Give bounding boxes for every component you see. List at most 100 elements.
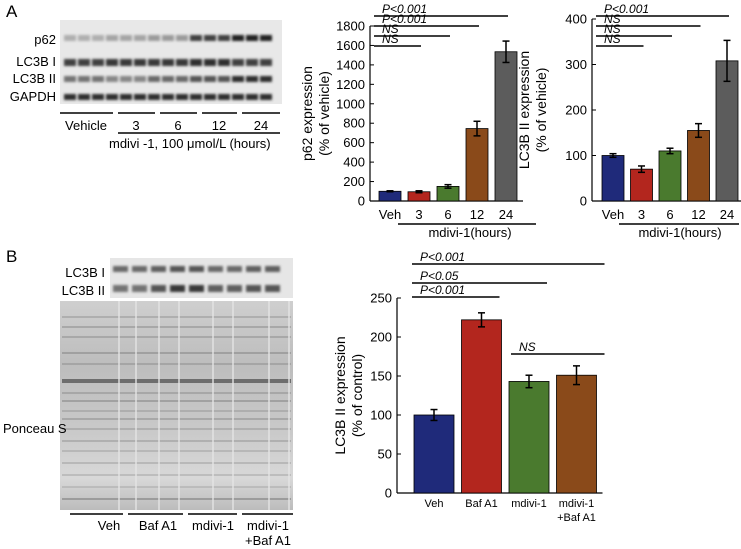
significance-label: NS: [519, 340, 536, 354]
ponceau-band: [62, 363, 291, 365]
bar: [413, 414, 455, 494]
x-tick-label: 12: [470, 207, 484, 222]
lane-label: 6: [174, 118, 181, 133]
lane-gap: [232, 301, 234, 510]
blot-band: [106, 94, 118, 100]
bar: [658, 150, 682, 202]
blot-band: [170, 285, 185, 292]
blot-band: [218, 94, 230, 100]
blot-band: [208, 285, 223, 292]
panel-b-letter: B: [6, 247, 17, 266]
ponceau-band: [62, 352, 291, 354]
blot-band: [218, 76, 230, 82]
blot-row-label: LC3B I: [65, 265, 105, 280]
blot-band: [190, 76, 202, 82]
blot-band: [162, 59, 174, 66]
y-tick-label: 1600: [336, 38, 365, 53]
blot-band: [190, 59, 202, 66]
blot-band: [106, 76, 118, 82]
blot-band: [120, 35, 132, 41]
blot-band: [232, 76, 244, 82]
bar: [687, 130, 710, 202]
blot-band: [190, 94, 202, 100]
blot-band: [120, 76, 132, 82]
blot-band: [260, 35, 272, 41]
x-tick-label: 12: [691, 207, 705, 222]
blot-band: [204, 76, 216, 82]
significance-label: P<0.001: [604, 2, 649, 16]
blot-band: [92, 59, 104, 66]
lane-gap: [158, 301, 160, 510]
blot-band: [148, 59, 160, 66]
y-tick-label: 800: [343, 116, 365, 131]
lane-label: Vehicle: [65, 118, 107, 133]
blot-band: [113, 266, 128, 272]
blot-band: [151, 266, 166, 272]
blot-band: [92, 35, 104, 41]
lane-gap: [268, 301, 270, 510]
ponceau-band: [62, 316, 291, 318]
blot-band: [260, 59, 272, 66]
blot-band: [246, 35, 258, 41]
blot-band: [260, 94, 272, 100]
ponceau-band: [62, 486, 291, 488]
blot-band: [134, 59, 146, 66]
bar: [556, 374, 597, 494]
x-axis-label: mdivi-1(hours): [638, 225, 721, 240]
blot-band: [265, 285, 280, 292]
p62-chart: 0 200 400 600 800 1000 1200 1400 1600 1800 p62 exp…: [299, 2, 536, 240]
lane-gap: [135, 301, 137, 510]
significance-label: P<0.001: [382, 2, 427, 16]
ponceau-band: [62, 450, 291, 452]
ponceau-band: [62, 428, 291, 430]
blot-band: [232, 59, 244, 66]
blot-band: [113, 285, 128, 292]
lane-gap: [118, 301, 120, 510]
blot-band: [132, 266, 147, 272]
blot-band: [176, 59, 188, 66]
bar: [630, 168, 653, 202]
y-tick-label: 200: [565, 103, 587, 118]
lane-gap: [288, 301, 290, 510]
bar: [508, 381, 550, 494]
x-tick-label: mdivi-1: [511, 498, 546, 510]
ponceau-band: [62, 498, 291, 500]
blot-band: [78, 76, 90, 82]
bar: [601, 155, 625, 202]
y-tick-label: 0: [385, 486, 392, 501]
ponceau-stain-image: [60, 301, 293, 510]
y-tick-label: 1800: [336, 19, 365, 34]
x-tick-label: +Baf A1: [557, 512, 596, 524]
x-tick-label: Baf A1: [465, 498, 497, 510]
blot-band: [204, 94, 216, 100]
lane-gap: [178, 301, 180, 510]
x-tick-label: 3: [415, 207, 422, 222]
ponceau-band: [62, 440, 291, 442]
lane-label: 3: [132, 118, 139, 133]
y-tick-label: 200: [343, 174, 365, 189]
x-tick-label: 6: [444, 207, 451, 222]
lane-label: 12: [212, 118, 226, 133]
lane-label: Baf A1: [139, 518, 177, 533]
x-tick-label: 6: [666, 207, 673, 222]
blot-band: [176, 35, 188, 41]
blot-band: [92, 76, 104, 82]
blot-band: [246, 266, 261, 272]
blot-band: [132, 285, 147, 292]
significance-label: P<0.001: [420, 250, 465, 264]
blot-band: [204, 35, 216, 41]
blot-band: [64, 59, 76, 66]
blot-band: [162, 94, 174, 100]
lane-label: Veh: [98, 518, 120, 533]
blot-band: [218, 59, 230, 66]
y-tick-label: 1400: [336, 57, 365, 72]
blot-band: [170, 266, 185, 272]
ponceau-band: [62, 379, 291, 383]
blot-band: [78, 35, 90, 41]
y-axis-label: (% of vehicle): [316, 71, 332, 156]
y-axis-label: LC3B II expression: [332, 336, 348, 454]
panel-a-blot: p62 LC3B I LC3B II GAPDH Vehicle 3 6 12 …: [10, 20, 282, 151]
ponceau-label: Ponceau S: [3, 421, 67, 436]
y-axis-label: LC3B II expression: [516, 51, 532, 169]
